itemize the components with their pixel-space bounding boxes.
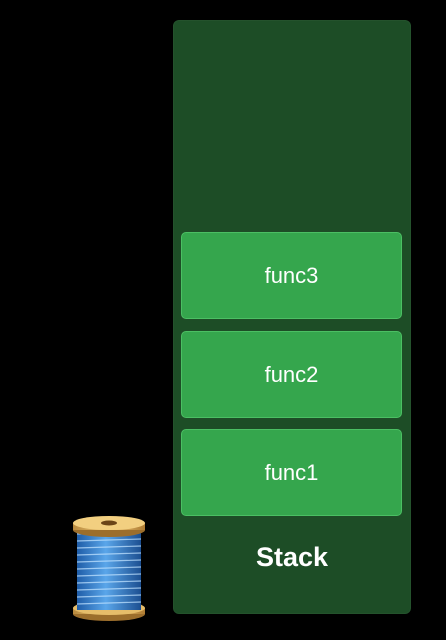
stack-frame-func1: func1 [181, 429, 402, 516]
stack-frame-label: func2 [264, 361, 319, 387]
stack-frame-label: func1 [264, 459, 319, 485]
stack-frame-label: func3 [264, 262, 319, 288]
spool-of-thread-icon [72, 514, 146, 624]
stack-panel: func3 func2 func1 Stack [173, 20, 411, 614]
stack-frame-func2: func2 [181, 331, 402, 418]
stack-frame-func3: func3 [181, 232, 402, 319]
stack-title: Stack [255, 542, 329, 572]
